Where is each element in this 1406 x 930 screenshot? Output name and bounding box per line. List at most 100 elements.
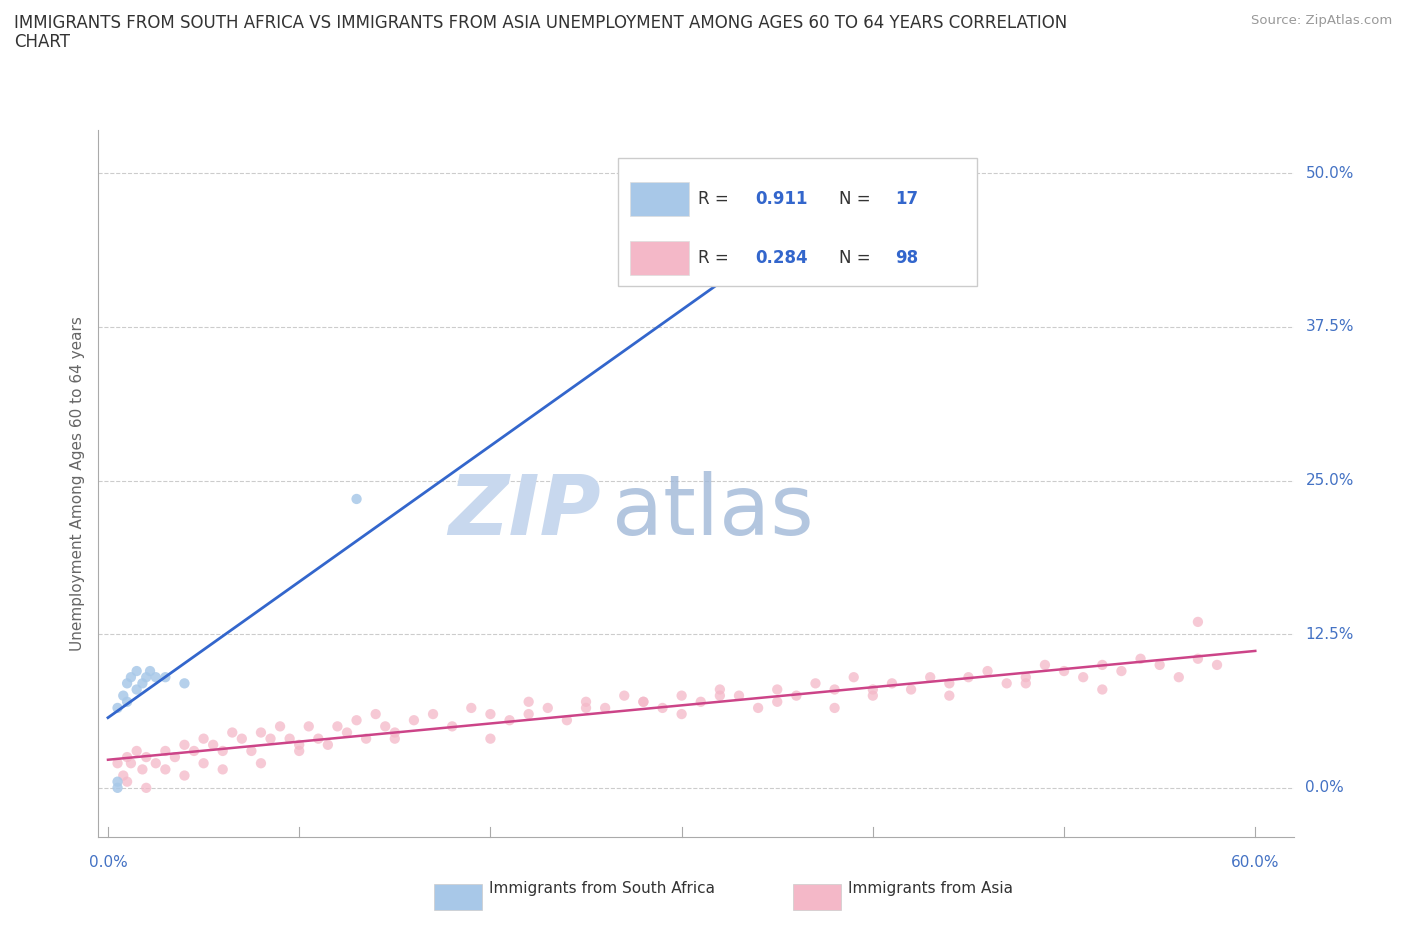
- Point: [728, 688, 751, 703]
- Text: 0.0%: 0.0%: [1305, 780, 1344, 795]
- Point: [832, 203, 855, 218]
- FancyBboxPatch shape: [630, 241, 689, 274]
- Point: [125, 743, 148, 758]
- Point: [139, 664, 162, 679]
- Point: [1187, 615, 1209, 630]
- Point: [517, 695, 540, 710]
- Point: [125, 664, 148, 679]
- Point: [498, 712, 520, 727]
- Text: 25.0%: 25.0%: [1305, 473, 1354, 488]
- Point: [107, 700, 129, 715]
- Point: [575, 695, 598, 710]
- Point: [135, 670, 157, 684]
- Point: [336, 725, 359, 740]
- Point: [441, 719, 464, 734]
- Point: [183, 743, 205, 758]
- Point: [862, 682, 884, 697]
- Point: [880, 676, 903, 691]
- Point: [107, 756, 129, 771]
- Point: [862, 688, 884, 703]
- Point: [1149, 658, 1171, 672]
- Text: 17: 17: [896, 190, 918, 208]
- Text: 0.284: 0.284: [756, 248, 808, 267]
- Point: [402, 712, 425, 727]
- Point: [1091, 658, 1114, 672]
- Point: [316, 737, 339, 752]
- Point: [1129, 651, 1152, 666]
- Point: [259, 731, 281, 746]
- Point: [131, 676, 153, 691]
- Point: [269, 719, 291, 734]
- Point: [785, 688, 807, 703]
- Point: [613, 688, 636, 703]
- Point: [1091, 682, 1114, 697]
- Text: IMMIGRANTS FROM SOUTH AFRICA VS IMMIGRANTS FROM ASIA UNEMPLOYMENT AMONG AGES 60 : IMMIGRANTS FROM SOUTH AFRICA VS IMMIGRAN…: [14, 14, 1067, 32]
- Point: [671, 688, 693, 703]
- Point: [211, 762, 233, 777]
- Point: [346, 492, 368, 507]
- Point: [115, 695, 138, 710]
- Point: [824, 682, 846, 697]
- Text: 60.0%: 60.0%: [1232, 856, 1279, 870]
- Point: [155, 670, 177, 684]
- Point: [842, 670, 865, 684]
- Point: [155, 743, 177, 758]
- Point: [346, 712, 368, 727]
- FancyBboxPatch shape: [619, 158, 977, 286]
- Point: [1167, 670, 1189, 684]
- Point: [651, 700, 673, 715]
- Text: Immigrants from Asia: Immigrants from Asia: [848, 881, 1012, 896]
- Point: [1053, 664, 1076, 679]
- Point: [976, 664, 998, 679]
- Point: [135, 780, 157, 795]
- Text: Source: ZipAtlas.com: Source: ZipAtlas.com: [1251, 14, 1392, 27]
- Point: [135, 750, 157, 764]
- Point: [250, 756, 273, 771]
- Point: [354, 731, 377, 746]
- Point: [709, 682, 731, 697]
- Point: [115, 750, 138, 764]
- Point: [384, 725, 406, 740]
- Point: [537, 700, 560, 715]
- Point: [900, 682, 922, 697]
- Point: [107, 775, 129, 790]
- Text: R =: R =: [699, 190, 734, 208]
- Point: [115, 775, 138, 790]
- Point: [145, 670, 167, 684]
- Point: [593, 700, 616, 715]
- Point: [422, 707, 444, 722]
- Text: Immigrants from South Africa: Immigrants from South Africa: [489, 881, 716, 896]
- Point: [173, 737, 195, 752]
- Point: [517, 707, 540, 722]
- Point: [460, 700, 482, 715]
- Point: [824, 700, 846, 715]
- Point: [995, 676, 1018, 691]
- Point: [202, 737, 225, 752]
- Point: [938, 688, 960, 703]
- Point: [374, 719, 396, 734]
- Point: [173, 676, 195, 691]
- Point: [231, 731, 253, 746]
- Y-axis label: Unemployment Among Ages 60 to 64 years: Unemployment Among Ages 60 to 64 years: [69, 316, 84, 651]
- Point: [633, 695, 655, 710]
- Point: [747, 700, 769, 715]
- Point: [112, 768, 135, 783]
- Point: [479, 731, 502, 746]
- Point: [1111, 664, 1133, 679]
- Text: 37.5%: 37.5%: [1305, 319, 1354, 335]
- Point: [131, 762, 153, 777]
- Point: [211, 743, 233, 758]
- Point: [1015, 676, 1038, 691]
- Point: [145, 756, 167, 771]
- Point: [120, 670, 142, 684]
- Point: [112, 688, 135, 703]
- Point: [298, 719, 321, 734]
- Point: [115, 676, 138, 691]
- Point: [1033, 658, 1056, 672]
- Point: [250, 725, 273, 740]
- FancyBboxPatch shape: [630, 182, 689, 216]
- Point: [479, 707, 502, 722]
- Point: [689, 695, 711, 710]
- Point: [125, 682, 148, 697]
- Point: [326, 719, 349, 734]
